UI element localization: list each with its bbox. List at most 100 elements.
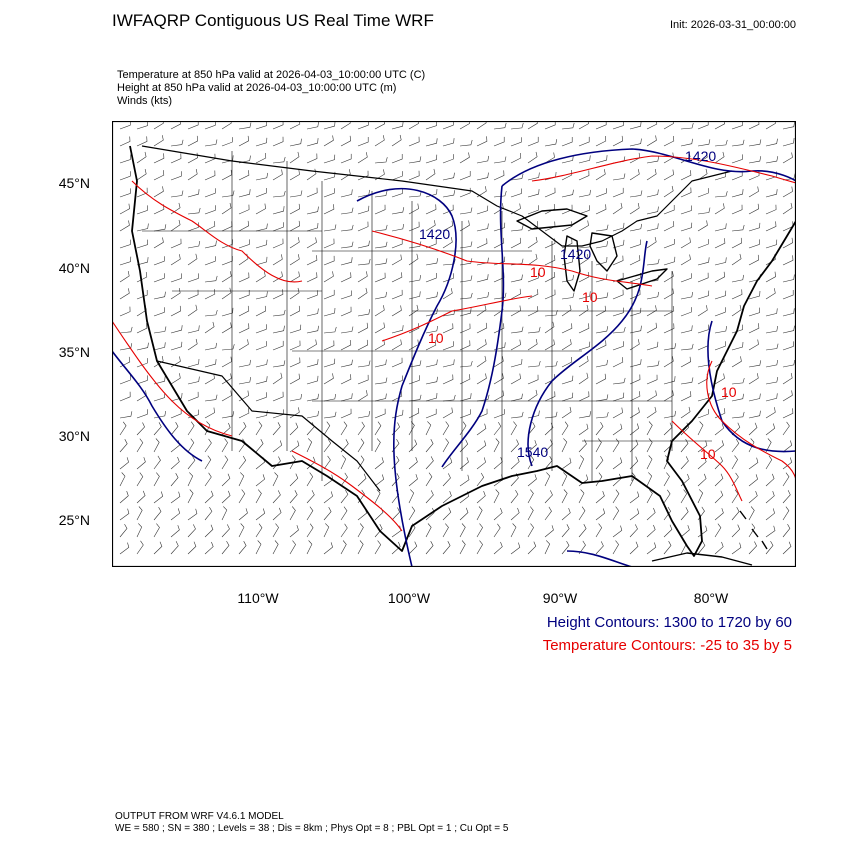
wind-barb — [357, 221, 369, 232]
wind-barb — [680, 222, 693, 232]
wind-barb — [612, 392, 625, 402]
wind-barb — [646, 406, 657, 419]
wind-barb — [391, 473, 400, 487]
wind-barb — [119, 542, 130, 555]
wind-barb — [221, 322, 232, 334]
wind-barb — [408, 156, 422, 164]
wind-barb — [119, 136, 131, 147]
wind-barb — [765, 508, 775, 521]
wind-barb — [629, 239, 641, 249]
wind-barb — [646, 291, 659, 300]
wind-barb — [408, 170, 420, 181]
wind-barb — [272, 391, 284, 402]
wind-barb — [527, 361, 541, 368]
wind-barb — [714, 440, 724, 453]
wind-barb — [442, 204, 454, 215]
wind-barb — [255, 489, 262, 504]
wind-barb — [238, 189, 251, 198]
wind-barb — [527, 440, 537, 453]
wind-barb — [646, 524, 656, 538]
wind-barb — [544, 506, 552, 521]
wind-barb — [170, 341, 183, 351]
wind-barb — [561, 274, 574, 283]
wind-barb — [391, 325, 404, 334]
wind-barb — [255, 137, 268, 147]
wind-barb — [612, 135, 624, 147]
wind-barb — [646, 121, 658, 130]
wind-barb — [289, 287, 300, 300]
wind-barb — [680, 123, 694, 130]
wind-barb — [612, 407, 623, 419]
wind-barb — [731, 304, 742, 317]
wind-barb — [646, 421, 653, 436]
wind-barb — [578, 540, 586, 555]
wind-barb — [187, 376, 200, 385]
wind-barb — [119, 188, 131, 198]
wind-barb — [374, 272, 386, 283]
wind-barb — [782, 523, 791, 538]
wind-barb — [306, 540, 313, 555]
wind-barb — [748, 373, 759, 385]
wind-barb — [680, 291, 693, 300]
bahamas-coast — [739, 510, 768, 550]
wind-barb — [731, 224, 745, 232]
wind-barb — [493, 507, 503, 521]
wind-barb — [714, 257, 727, 266]
wind-barb — [136, 271, 148, 283]
wind-barb — [306, 375, 319, 385]
wind-barb — [663, 524, 673, 538]
wind-barb — [510, 224, 524, 232]
wind-barb — [714, 223, 727, 232]
wind-barb — [765, 473, 775, 487]
wind-barb — [357, 473, 367, 487]
wind-barb — [442, 323, 454, 334]
wind-barb — [731, 253, 742, 266]
wind-barb — [425, 392, 438, 402]
wind-barb — [425, 168, 436, 181]
wind-barb — [595, 421, 604, 436]
wind-barb — [510, 137, 522, 147]
wind-barb — [476, 440, 487, 453]
wind-barb — [306, 255, 318, 266]
wind-barb — [476, 423, 487, 436]
wind-barb — [255, 439, 264, 453]
wind-barb — [646, 489, 653, 504]
wind-barb — [680, 307, 692, 317]
wind-barb — [782, 457, 793, 470]
wind-barb — [442, 341, 454, 351]
wind-barb — [119, 421, 127, 436]
wind-barb — [442, 490, 452, 504]
wind-barb — [697, 188, 709, 198]
wind-barb — [765, 343, 779, 351]
wind-barb — [629, 190, 643, 198]
wind-barb — [408, 121, 419, 130]
wind-barb — [119, 508, 130, 521]
wind-barb — [714, 541, 724, 555]
wind-barb — [221, 307, 234, 317]
wind-barb — [357, 523, 364, 538]
wind-barb — [340, 359, 353, 368]
wind-barb — [510, 489, 519, 504]
wind-barb — [527, 474, 537, 487]
wind-barb — [663, 541, 672, 555]
wind-barb — [289, 220, 301, 232]
wind-barb — [595, 438, 602, 453]
wind-barb — [595, 394, 609, 402]
wind-barb — [510, 188, 522, 198]
wind-barb — [289, 271, 300, 283]
wind-barb — [510, 358, 523, 368]
wind-barb — [578, 524, 587, 538]
wind-barb — [272, 309, 286, 317]
height-contour — [356, 187, 457, 567]
wind-barb — [561, 489, 568, 504]
wind-barb — [408, 489, 415, 504]
wind-barb — [510, 274, 523, 283]
wind-barb — [119, 203, 130, 215]
wind-barb — [119, 239, 131, 249]
temperature-contour — [531, 155, 796, 184]
wind-barb — [272, 340, 284, 351]
wind-barb — [459, 121, 470, 130]
wind-barb — [119, 306, 131, 317]
wind-barb — [731, 507, 740, 521]
wind-barb — [612, 307, 624, 317]
